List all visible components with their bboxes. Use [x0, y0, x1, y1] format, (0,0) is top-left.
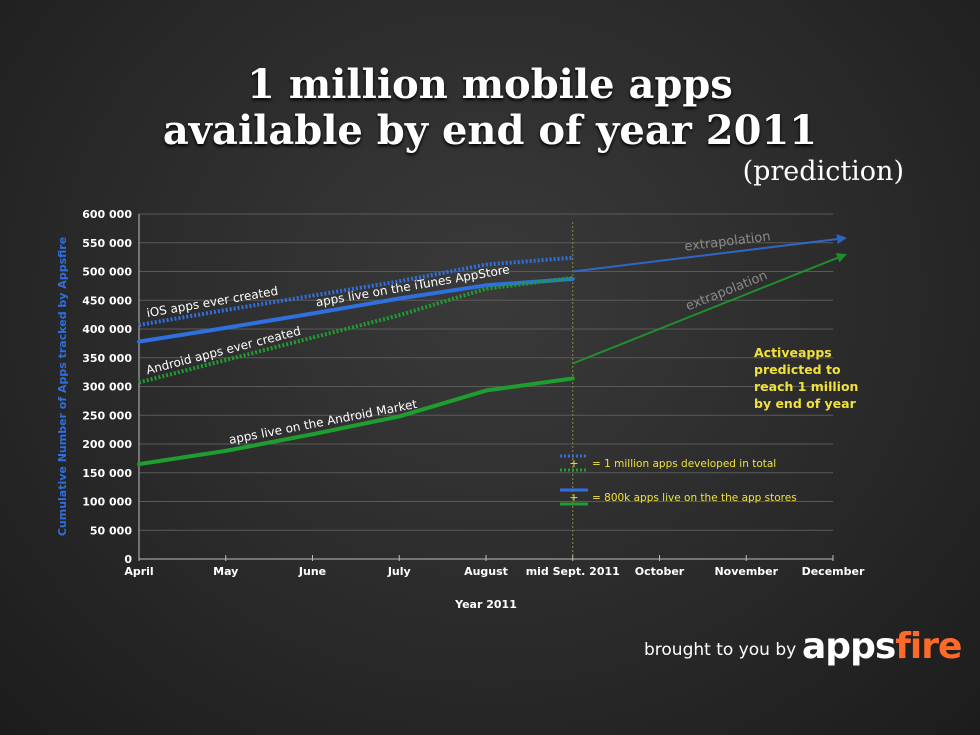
x-tick-label: May	[213, 565, 238, 578]
series-point-2	[138, 381, 140, 383]
series-point-1	[138, 341, 140, 343]
series-line-0	[138, 255, 573, 327]
x-tick-label: October	[635, 565, 685, 578]
prediction-annotation-line: reach 1 million	[754, 379, 858, 394]
series-line-2	[138, 275, 573, 385]
extrapolation-label: extrapolation	[684, 268, 770, 314]
series-line-label: apps live on the Android Market	[228, 397, 419, 447]
x-tick-label: July	[387, 565, 411, 578]
series-point-3	[485, 390, 487, 392]
prediction-annotation-line: Activeapps	[754, 345, 832, 360]
axis-layer: 0 50 000 100 000 150 000 200 000 250 000 300 0…	[56, 208, 865, 611]
series-point-2	[485, 288, 487, 290]
legend-plus-symbol: +	[569, 491, 578, 504]
series-point-1	[225, 327, 227, 329]
slide-title-line-2: available by end of year 2011	[162, 107, 818, 154]
y-tick-label: 50 000	[90, 524, 132, 537]
series-line-label: iOS apps ever created	[145, 284, 279, 320]
series-point-0	[312, 295, 313, 297]
series-point-1	[398, 298, 400, 300]
y-tick-label: 150 000	[82, 467, 132, 480]
legend-layer: + = 1 million apps developed in total + = 8…	[560, 454, 797, 506]
x-tick-label: June	[298, 565, 326, 578]
series-point-1	[572, 278, 574, 280]
y-tick-label: 250 000	[82, 409, 132, 422]
series-line-3	[137, 376, 575, 467]
series-point-0	[485, 264, 487, 266]
series-point-0	[572, 257, 574, 259]
series-point-2	[398, 314, 400, 316]
slide-title: 1 million mobile apps available by end o…	[0, 62, 980, 154]
extrapolation-arrow	[572, 253, 847, 365]
series-point-1	[485, 284, 487, 286]
logo-fire-part: fire	[895, 626, 962, 667]
series-line-1	[137, 276, 575, 344]
series-point-3	[225, 450, 227, 452]
y-tick-label: 500 000	[82, 266, 132, 279]
prediction-annotation-line: by end of year	[754, 396, 857, 411]
slide-subtitle: (prediction)	[742, 156, 904, 187]
series-point-0	[138, 324, 140, 326]
y-tick-label: 0	[124, 553, 132, 566]
series-point-3	[312, 433, 313, 435]
x-tick-label: December	[802, 565, 865, 578]
y-tick-label: 400 000	[82, 323, 132, 336]
y-tick-label: 450 000	[82, 294, 132, 307]
y-tick-label: 550 000	[82, 237, 132, 250]
series-point-1	[312, 312, 313, 314]
series-point-2	[312, 337, 313, 339]
series-point-0	[398, 280, 400, 282]
prediction-annotation-line: predicted to	[754, 362, 841, 377]
x-tick-label: April	[124, 565, 153, 578]
x-axis-title: Year 2011	[454, 598, 517, 611]
slide-title-line-1: 1 million mobile apps	[247, 61, 733, 108]
y-axis-title: Cumulative Number of Apps tracked by App…	[56, 237, 69, 536]
y-tick-label: 600 000	[82, 208, 132, 221]
y-tick-label: 200 000	[82, 438, 132, 451]
series-point-3	[398, 415, 400, 417]
series-line-label: Android apps ever created	[145, 324, 303, 377]
series-layer	[137, 234, 847, 467]
footer-credit-text: brought to you by	[644, 640, 797, 660]
series-point-2	[572, 277, 574, 279]
appsfire-logo: appsfire	[802, 626, 962, 667]
extrapolation-label: extrapolation	[684, 229, 772, 254]
series-point-2	[225, 359, 227, 361]
y-tick-label: 300 000	[82, 381, 132, 394]
label-layer: extrapolation extrapolation iOS apps ever …	[145, 229, 859, 447]
x-tick-label: November	[714, 565, 778, 578]
logo-apps-part: apps	[802, 626, 896, 667]
series-point-3	[138, 463, 140, 465]
y-tick-label: 100 000	[82, 496, 132, 509]
x-tick-label: August	[464, 565, 508, 578]
legend-label: = 800k apps live on the the app stores	[592, 492, 797, 504]
extrapolation-arrow	[572, 234, 847, 273]
legend-plus-symbol: +	[569, 457, 578, 470]
series-point-0	[225, 309, 227, 311]
x-tick-label: mid Sept. 2011	[526, 565, 620, 578]
legend-label: = 1 million apps developed in total	[592, 458, 776, 470]
series-point-3	[572, 377, 574, 379]
y-tick-label: 350 000	[82, 352, 132, 365]
